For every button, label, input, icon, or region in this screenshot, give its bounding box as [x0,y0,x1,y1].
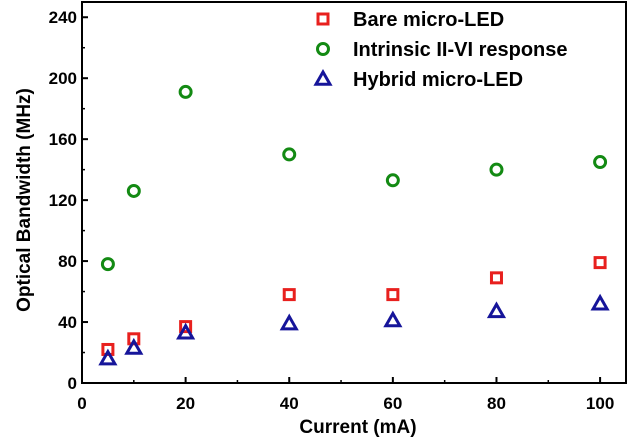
data-point [176,322,196,340]
legend-marker [316,12,330,26]
data-point [100,257,115,272]
y-tick-label: 80 [58,252,77,271]
data-point [98,348,118,366]
series-circle [100,84,608,272]
data-series [98,84,610,366]
series-triangle [98,293,610,366]
y-tick-label: 120 [49,191,77,210]
y-tick-label: 0 [68,374,77,393]
x-tick-label: 100 [586,394,614,413]
y-tick-label: 200 [49,69,77,88]
series-square [101,256,607,356]
y-tick-label: 40 [58,313,77,332]
x-tick-label: 80 [487,394,506,413]
data-point [593,155,608,170]
data-point [282,147,297,162]
data-point [279,313,299,331]
data-point [178,84,193,99]
legend-label: Hybrid micro-LED [353,69,523,91]
data-point [386,288,400,302]
y-axis-title: Optical Bandwidth (MHz) [14,88,35,312]
plot-border [81,1,627,384]
data-point [385,173,400,188]
x-axis: 0 20 40 60 80 100 [77,377,614,413]
legend-marker [313,68,333,86]
x-tick-label: 40 [280,394,299,413]
legend-marker [316,42,330,56]
y-tick-label: 240 [49,8,77,27]
x-tick-label: 60 [383,394,402,413]
data-point [124,337,144,355]
y-tick-label: 160 [49,130,77,149]
x-axis-title: Current (mA) [299,417,416,438]
x-tick-label: 20 [176,394,195,413]
data-point [593,256,607,270]
data-point [126,183,141,198]
legend-label: Intrinsic II-VI response [353,39,568,61]
plot-frame [81,1,627,384]
legend: Bare micro-LED Intrinsic II-VI response Hy… [313,9,568,91]
x-tick-label: 0 [77,394,86,413]
data-point [486,301,507,319]
data-point [590,293,610,311]
data-point [489,162,504,177]
data-point [489,271,503,285]
data-point [383,310,403,328]
data-point [179,320,193,334]
data-point [282,288,296,302]
legend-label: Bare micro-LED [353,9,504,31]
y-axis: 0 40 80 120 160 200 240 [49,8,88,393]
